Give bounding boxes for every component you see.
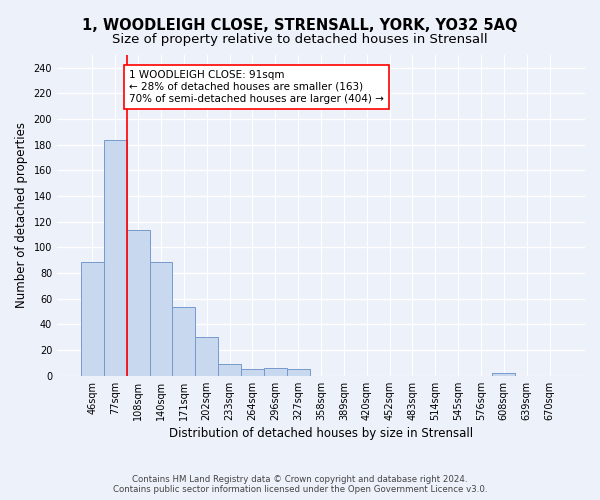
Text: Size of property relative to detached houses in Strensall: Size of property relative to detached ho… bbox=[112, 32, 488, 46]
Bar bbox=[241, 370, 264, 376]
Bar bbox=[172, 306, 196, 376]
Bar bbox=[493, 374, 515, 376]
Bar bbox=[218, 364, 241, 376]
Text: Contains HM Land Registry data © Crown copyright and database right 2024.
Contai: Contains HM Land Registry data © Crown c… bbox=[113, 474, 487, 494]
Bar bbox=[104, 140, 127, 376]
Text: 1 WOODLEIGH CLOSE: 91sqm
← 28% of detached houses are smaller (163)
70% of semi-: 1 WOODLEIGH CLOSE: 91sqm ← 28% of detach… bbox=[129, 70, 384, 104]
X-axis label: Distribution of detached houses by size in Strensall: Distribution of detached houses by size … bbox=[169, 427, 473, 440]
Bar bbox=[149, 262, 172, 376]
Bar bbox=[264, 368, 287, 376]
Bar bbox=[127, 230, 149, 376]
Bar bbox=[196, 338, 218, 376]
Y-axis label: Number of detached properties: Number of detached properties bbox=[15, 122, 28, 308]
Bar bbox=[81, 262, 104, 376]
Bar bbox=[287, 370, 310, 376]
Text: 1, WOODLEIGH CLOSE, STRENSALL, YORK, YO32 5AQ: 1, WOODLEIGH CLOSE, STRENSALL, YORK, YO3… bbox=[82, 18, 518, 32]
